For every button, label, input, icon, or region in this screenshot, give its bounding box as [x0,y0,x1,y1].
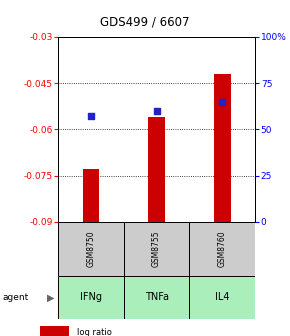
Text: agent: agent [3,293,29,302]
Bar [58,222,124,276]
Text: GDS499 / 6607: GDS499 / 6607 [100,15,190,28]
Bar [214,74,231,222]
Text: ▶: ▶ [47,292,55,302]
Bar [189,276,255,319]
Point [154,108,159,114]
Text: GSM8755: GSM8755 [152,230,161,267]
Point [88,114,93,119]
Bar [83,169,99,222]
Bar [40,326,69,336]
Point [220,99,225,104]
Bar [58,276,124,319]
Bar [124,222,189,276]
Text: log ratio: log ratio [77,328,112,336]
Text: GSM8760: GSM8760 [218,230,227,267]
Text: GSM8750: GSM8750 [86,230,95,267]
Text: IL4: IL4 [215,292,230,302]
Bar [124,276,189,319]
Text: IFNg: IFNg [80,292,102,302]
Bar [189,222,255,276]
Bar [148,117,165,222]
Text: TNFa: TNFa [145,292,168,302]
